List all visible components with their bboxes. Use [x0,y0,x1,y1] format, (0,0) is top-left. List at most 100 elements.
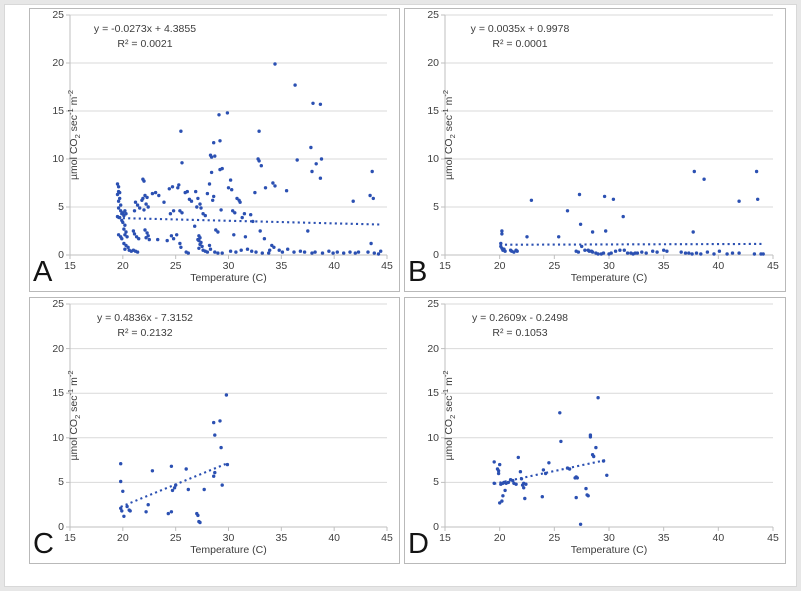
scatter-point [213,154,217,158]
scatter-point [319,157,324,161]
scatter-point [752,252,757,256]
x-tick-label-35: 35 [657,532,670,544]
y-axis-title-part: -1 [441,388,450,396]
scatter-point [124,212,128,216]
panel-letter-c: C [33,528,54,560]
scatter-point [353,251,357,255]
scatter-point [754,169,759,174]
scatter-point [524,482,528,486]
x-tick-label-40: 40 [328,532,340,544]
scatter-point [376,252,381,256]
scatter-point [512,250,516,254]
scatter-point [262,237,267,241]
scatter-point [522,486,526,490]
scatter-point [511,478,515,483]
scatter-point [184,467,188,471]
x-tick-label-15: 15 [64,260,76,272]
scatter-point [123,209,127,213]
scatter-point [144,510,148,514]
scatter-point [518,470,523,474]
scatter-point [121,220,125,225]
scatter-point [691,230,695,234]
scatter-point [622,248,626,252]
scatter-point [335,250,339,254]
scatter-point [220,251,224,255]
scatter-point [213,250,217,254]
scatter-point [142,179,146,183]
x-tick-label-45: 45 [767,532,779,544]
scatter-point [116,185,121,189]
scatter-point [198,520,202,525]
scatter-point [557,235,561,239]
scatter-point [263,186,268,190]
x-tick-label-35: 35 [275,260,288,272]
scatter-point [496,469,501,473]
scatter-point [239,248,243,252]
scatter-point [195,205,199,209]
scatter-point [730,251,735,255]
y-tick-label-0: 0 [433,249,439,261]
x-tick-label-25: 25 [548,532,561,544]
scatter-point [197,246,201,250]
y-tick-label-10: 10 [427,153,439,165]
scatter-point [199,206,203,210]
scatter-point [142,208,146,212]
y-axis-title-part: 2 [73,414,82,419]
scatter-point [515,249,519,253]
scatter-point [567,467,572,471]
scatter-point [177,183,181,187]
y-tick-label-5: 5 [433,201,439,213]
panel-c: y = 0.4836x - 7.3152 R² = 0.2132 Tempera… [29,297,400,564]
scatter-plot-b [441,14,774,259]
scatter-point [119,462,123,466]
scatter-point [588,435,593,439]
scatter-point [302,250,307,254]
y-axis-title-part: m [68,96,80,109]
scatter-point [194,189,198,194]
y-axis-title-part: -2 [66,89,75,97]
scatter-point [156,237,160,242]
scatter-point [169,510,174,514]
scatter-point [371,196,375,201]
scatter-point [268,248,272,252]
scatter-point [258,229,262,233]
y-tick-label-20: 20 [52,342,64,355]
scatter-point [492,460,496,464]
scatter-point [168,212,173,216]
scatter-point [577,192,582,197]
equation-text: y = -0.0273x + 4.3855 [93,23,197,35]
scatter-point [273,62,277,66]
scatter-point [146,205,150,209]
scatter-point [618,248,622,252]
panel-b: y = 0.0035x + 0.9978 R² = 0.0001 Tempera… [404,8,786,292]
scatter-point [613,249,618,253]
scatter-plot-a [66,14,388,259]
scatter-point [115,192,120,197]
scatter-point [267,251,271,255]
scatter-point [492,481,496,485]
scatter-point [212,474,216,478]
scatter-point [225,111,230,115]
scatter-point [621,214,625,219]
scatter-point [219,445,223,450]
panel-letter-d: D [408,528,429,560]
scatter-point [174,483,178,487]
y-axis-title-part: sec [68,395,80,415]
scatter-point [372,251,376,255]
x-tick-label-30: 30 [222,260,235,272]
y-axis-title-part: 2 [448,414,457,419]
y-tick-label-10: 10 [52,431,64,444]
scatter-point [576,250,581,254]
y-axis-title-part: 2 [448,134,457,139]
scatter-point [356,250,361,254]
scatter-point [306,229,310,233]
scatter-point [286,247,290,251]
scatter-point [547,461,551,465]
y-tick-label-0: 0 [58,521,64,533]
scatter-point [123,233,127,237]
scatter-point [540,495,544,499]
scatter-point [717,249,722,253]
scatter-point [169,464,174,468]
scatter-point [126,245,130,249]
y-axis-title-part: sec [443,114,455,135]
